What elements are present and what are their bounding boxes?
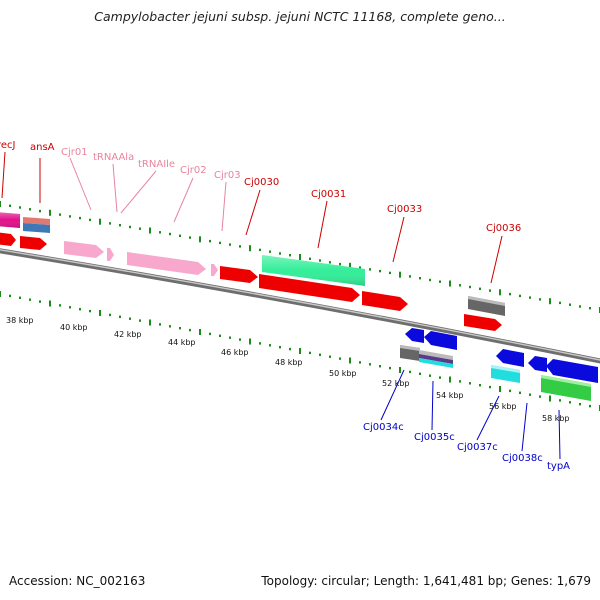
scale-label: 42 kbp: [114, 330, 142, 339]
scale-label: 54 kbp: [436, 391, 464, 400]
label-Cj0034c[interactable]: Cj0034c: [363, 422, 404, 433]
label-typA[interactable]: typA: [547, 461, 570, 472]
scale-label: 46 kbp: [221, 348, 249, 357]
accession-text: Accession: NC_002163: [9, 574, 146, 588]
label-Cj0038c[interactable]: Cj0038c: [502, 453, 543, 464]
label-Cj0035c[interactable]: Cj0035c: [414, 432, 455, 443]
feature-rna-tRNAIle[interactable]: [127, 252, 206, 275]
feature-cds-typA[interactable]: [546, 359, 598, 383]
scale-label: 50 kbp: [329, 369, 357, 378]
genome-backbone: [0, 248, 600, 364]
scale-label: 40 kbp: [60, 323, 88, 332]
reverse-labels: Cj0034c Cj0035c Cj0037c Cj0038c typA: [363, 422, 570, 472]
label-Cj0036[interactable]: Cj0036: [486, 223, 521, 234]
feature-multi-Cj0035c[interactable]: [419, 350, 453, 368]
forward-features: [0, 212, 505, 331]
feature-rna-Cjr01[interactable]: [64, 241, 104, 258]
feature-ansA-rna[interactable]: [23, 217, 50, 233]
map-title: Campylobacter jejuni subsp. jejuni NCTC …: [94, 9, 506, 24]
scale-labels: 38 kbp 40 kbp 42 kbp 44 kbp 46 kbp 48 kb…: [6, 316, 570, 423]
feature-cds-Cj0034c[interactable]: [405, 328, 424, 343]
feature-cds-Cj0037c[interactable]: [496, 349, 524, 367]
scale-label: 38 kbp: [6, 316, 34, 325]
forward-labels: recJ ansA Cjr01 tRNAAla tRNAIle Cjr02 Cj…: [0, 140, 521, 234]
feature-cds-Cj0038c[interactable]: [528, 356, 547, 372]
label-Cj0037c[interactable]: Cj0037c: [457, 442, 498, 453]
label-Cjr02[interactable]: Cjr02: [180, 165, 207, 176]
topology-text: Topology: circular; Length: 1,641,481 bp…: [261, 574, 591, 588]
feature-grey-Cj0034c[interactable]: [400, 345, 420, 361]
feature-cds-Cj0030[interactable]: [220, 266, 258, 283]
feature-cds-Cj0031[interactable]: [259, 274, 360, 302]
feature-rna-Cjr03[interactable]: [211, 264, 218, 276]
label-Cjr01[interactable]: Cjr01: [61, 147, 88, 158]
scale-label: 44 kbp: [168, 338, 196, 347]
feature-cds-Cj0033[interactable]: [362, 291, 408, 311]
label-Cj0031[interactable]: Cj0031: [311, 189, 346, 200]
feature-green-Cj0031[interactable]: [262, 255, 365, 286]
scale-label: 56 kbp: [489, 402, 517, 411]
label-recJ[interactable]: recJ: [0, 140, 16, 151]
feature-cds-ansA[interactable]: [20, 236, 47, 250]
feature-cds-recJ[interactable]: [0, 232, 16, 246]
tick-track-reverse: [0, 291, 600, 411]
feature-green-typA[interactable]: [541, 375, 591, 401]
label-leaders: [1, 151, 561, 460]
feature-magenta[interactable]: [0, 212, 20, 228]
label-Cj0030[interactable]: Cj0030: [244, 177, 279, 188]
reverse-features: [400, 328, 598, 401]
label-Cjr03[interactable]: Cjr03: [214, 170, 241, 181]
tick-track-forward: [0, 201, 600, 313]
label-tRNAIle[interactable]: tRNAIle: [138, 159, 175, 170]
scale-label: 52 kbp: [382, 379, 410, 388]
label-ansA[interactable]: ansA: [30, 142, 55, 153]
scale-label: 48 kbp: [275, 358, 303, 367]
feature-rna-tRNAAla[interactable]: [107, 248, 114, 261]
feature-cyan-Cj0037c[interactable]: [491, 365, 520, 383]
feature-cds-Cj0036[interactable]: [464, 314, 502, 331]
label-tRNAAla[interactable]: tRNAAla: [93, 152, 134, 163]
feature-grey-Cj0036[interactable]: [468, 296, 505, 316]
scale-label: 58 kbp: [542, 414, 570, 423]
label-Cj0033[interactable]: Cj0033: [387, 204, 422, 215]
feature-cds-Cj0035c[interactable]: [424, 331, 457, 350]
